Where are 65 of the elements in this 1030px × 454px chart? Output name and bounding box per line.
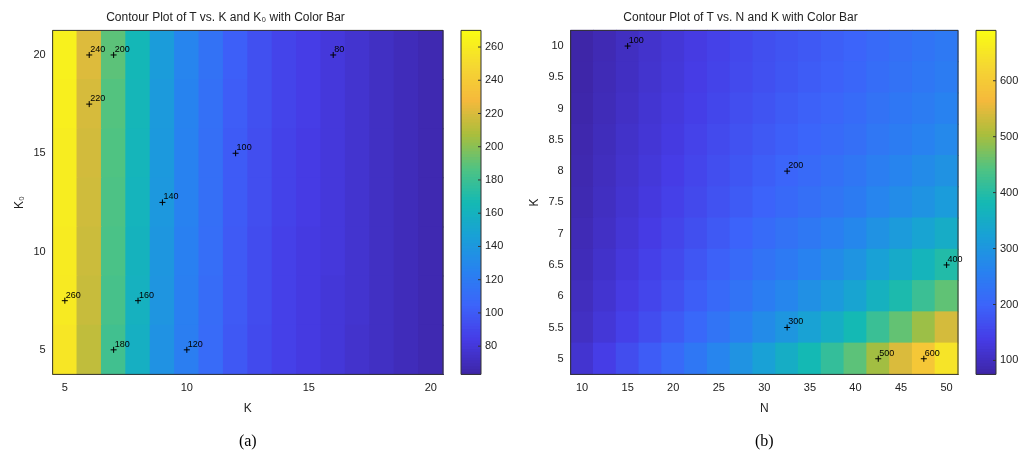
annotation: 260 <box>65 289 81 300</box>
color-bar-label: 260 <box>485 40 504 53</box>
y-tick-label: 9 <box>557 101 564 114</box>
annotation: 200 <box>788 160 804 171</box>
y-tick-label: 6.5 <box>548 257 564 270</box>
y-tick-label: 7.5 <box>548 195 564 208</box>
annotation: 300 <box>788 316 804 327</box>
color-bar-label: 220 <box>485 106 504 119</box>
y-tick-label: 8.5 <box>548 132 564 145</box>
x-tick-label: 20 <box>667 381 680 394</box>
color-bar-label: 120 <box>485 272 504 285</box>
color-bar-label: 80 <box>485 339 498 352</box>
y-tick-label: 8 <box>557 164 564 177</box>
color-bar-label: 200 <box>1000 297 1019 310</box>
y-axis-title: K₀ <box>11 195 26 209</box>
color-bar-label: 400 <box>1000 185 1019 198</box>
color-bar-label: 240 <box>485 73 504 86</box>
y-tick-label: 5 <box>39 342 46 355</box>
text: (b) <box>755 432 774 451</box>
y-tick-label: 20 <box>33 48 46 60</box>
annotation: 500 <box>879 347 895 358</box>
annotation: 140 <box>163 191 179 202</box>
y-tick-label: 10 <box>33 244 46 257</box>
annotation: 180 <box>114 338 130 349</box>
color-bar-label: 140 <box>485 239 504 252</box>
annotation: 200 <box>114 43 130 54</box>
annotation: 600 <box>924 347 940 358</box>
x-tick-label: 10 <box>575 381 589 394</box>
color-bar-label: 600 <box>1000 73 1019 86</box>
color-bar-label: 100 <box>485 305 504 318</box>
x-tick-label: 20 <box>424 381 437 394</box>
color-bar-label: 200 <box>485 139 504 152</box>
annotation: 100 <box>628 35 644 46</box>
x-axis-title: K <box>243 401 252 416</box>
y-tick-label: 6 <box>557 289 564 302</box>
x-tick-label: 40 <box>849 381 862 394</box>
annotation: 80 <box>334 43 345 54</box>
color-bar-label: 100 <box>1000 353 1019 366</box>
x-tick-label: 15 <box>621 381 634 394</box>
color-bar-label: 500 <box>1000 129 1019 142</box>
color-bar-label: 300 <box>1000 241 1019 254</box>
chart-title: Contour Plot of T vs. K and K₀ with Color Bar <box>106 9 345 24</box>
text: (a) <box>238 432 257 451</box>
chart-title: Contour Plot of T vs. N and K with Color Bar <box>623 9 858 24</box>
annotation: 100 <box>236 142 252 153</box>
x-tick-label: 15 <box>302 381 315 394</box>
x-tick-label: 10 <box>180 381 193 394</box>
y-tick-label: 7 <box>557 226 564 239</box>
x-axis-title: N <box>760 401 769 416</box>
x-tick-label: 50 <box>940 381 953 394</box>
y-tick-label: 9.5 <box>548 70 564 83</box>
y-tick-label: 15 <box>33 146 46 159</box>
annotation: 160 <box>139 289 155 300</box>
y-tick-label: 5.5 <box>548 320 564 333</box>
color-bar-label: 180 <box>485 173 504 185</box>
x-tick-label: 25 <box>712 381 725 394</box>
x-tick-label: 35 <box>803 381 817 394</box>
y-axis-title: K <box>526 198 541 207</box>
y-tick-label: 5 <box>557 351 564 364</box>
color-bar-label: 160 <box>485 206 504 219</box>
x-tick-label: 30 <box>758 381 771 394</box>
annotation: 120 <box>187 338 203 349</box>
y-tick-label: 10 <box>551 39 564 52</box>
x-tick-label: 5 <box>61 381 68 394</box>
x-tick-label: 45 <box>894 381 908 394</box>
